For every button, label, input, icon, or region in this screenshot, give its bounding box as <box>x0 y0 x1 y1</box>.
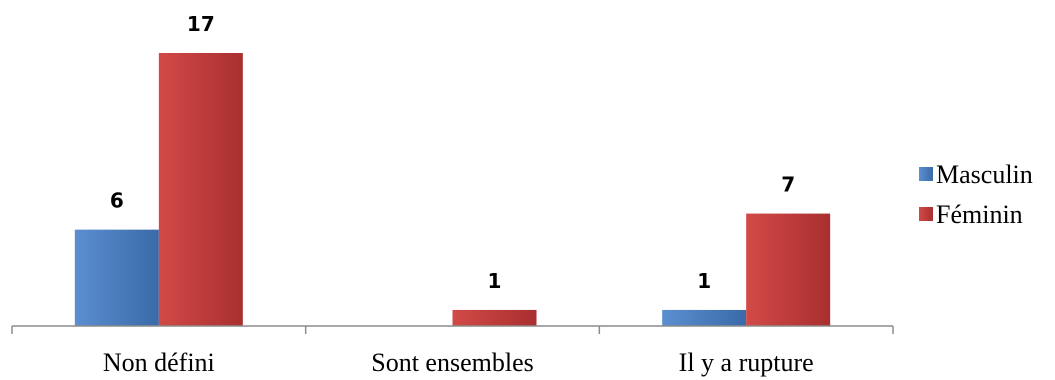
x-tick-label-2: Il y a rupture <box>679 348 814 377</box>
data-label-féminin-0: 17 <box>187 12 215 36</box>
bar-féminin-2 <box>746 213 831 326</box>
x-axis: Non défini Sont ensembles Il y a rupture <box>11 325 894 377</box>
bar-masculin-0 <box>74 229 159 326</box>
bar-féminin-1 <box>452 309 537 326</box>
data-label-masculin-2: 1 <box>697 269 711 293</box>
x-tick-label-1: Sont ensembles <box>371 348 534 377</box>
data-label-féminin-2: 7 <box>781 173 795 197</box>
legend-swatch-féminin <box>919 207 933 221</box>
data-label-masculin-0: 6 <box>110 189 124 213</box>
legend-label-féminin: Féminin <box>936 200 1023 229</box>
x-tick-label-0: Non défini <box>103 348 215 377</box>
data-label-féminin-1: 1 <box>488 269 502 293</box>
bar-féminin-0 <box>158 53 243 326</box>
bars-layer <box>74 53 831 326</box>
legend-label-masculin: Masculin <box>936 160 1033 189</box>
legend-swatch-masculin <box>919 167 933 181</box>
legend: Masculin Féminin <box>919 160 1033 229</box>
bar-masculin-2 <box>662 309 747 326</box>
